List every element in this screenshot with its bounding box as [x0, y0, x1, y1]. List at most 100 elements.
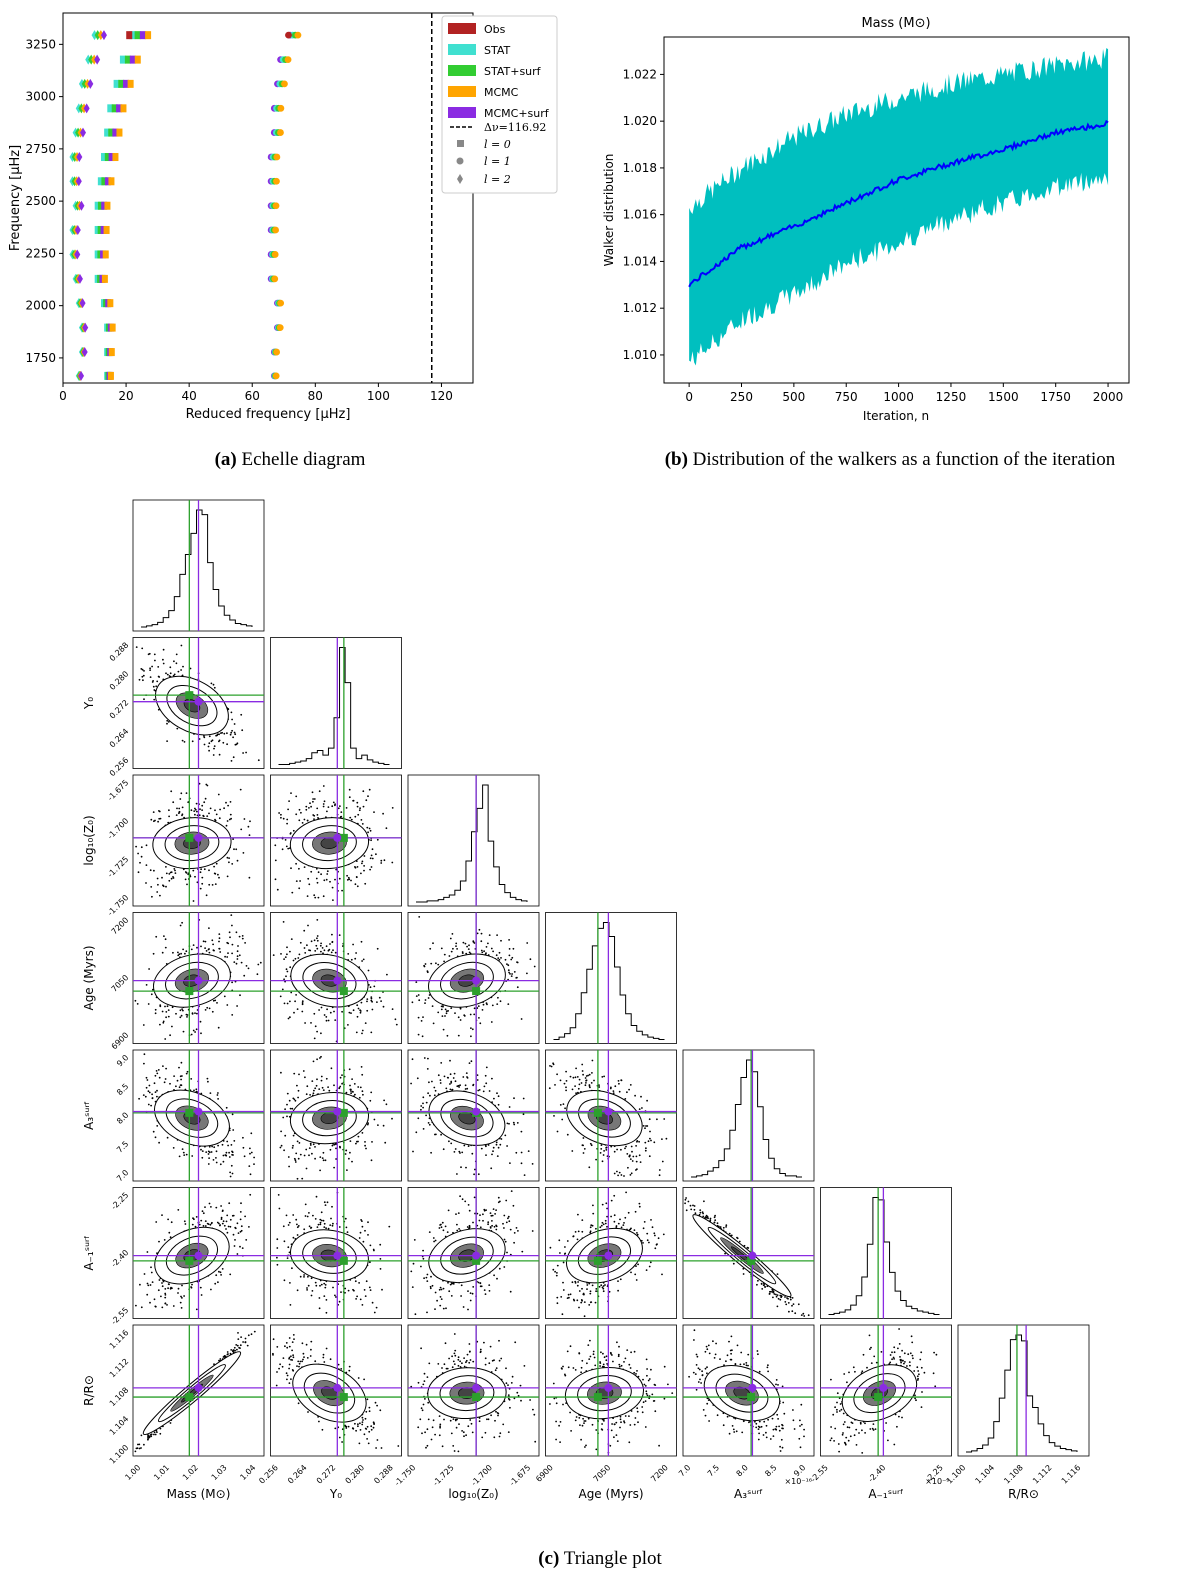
echelle-y-tick-label: 2250: [25, 246, 56, 260]
corner-point: [304, 952, 307, 954]
corner-point: [257, 759, 260, 762]
corner-point: [629, 1084, 632, 1086]
corner-point: [161, 1306, 164, 1309]
corner-point: [231, 1153, 234, 1156]
corner-point: [191, 1223, 194, 1226]
corner-point: [203, 868, 206, 871]
corner-point: [289, 1016, 291, 1019]
corner-histogram: [278, 647, 390, 765]
corner-point: [375, 1306, 378, 1309]
corner-point: [476, 1007, 479, 1009]
echelle-x-tick-label: 60: [245, 389, 260, 403]
corner-point: [239, 1245, 241, 1248]
corner-point: [200, 1032, 202, 1035]
corner-point: [357, 1135, 360, 1138]
corner-point: [247, 825, 250, 828]
corner-point: [355, 1298, 357, 1300]
corner-point: [157, 708, 160, 711]
corner-point: [361, 1032, 363, 1035]
corner-point: [310, 1277, 313, 1280]
corner-point: [496, 1003, 499, 1005]
corner-point: [309, 1144, 312, 1146]
corner-point: [283, 1240, 286, 1243]
corner-point: [199, 887, 202, 890]
corner-point: [306, 895, 309, 897]
corner-point: [437, 1074, 440, 1077]
corner-point: [603, 1150, 605, 1152]
corner-point: [369, 868, 371, 871]
corner-point: [320, 950, 322, 953]
echelle-square-l0: [134, 55, 141, 64]
corner-point: [187, 873, 190, 876]
walker-y-tick-label: 1.010: [623, 348, 657, 362]
corner-point: [497, 1146, 500, 1149]
corner-point: [168, 873, 171, 875]
corner-point: [319, 1218, 322, 1221]
echelle-square-l0: [139, 31, 146, 40]
corner-point: [354, 1280, 357, 1283]
corner-point: [331, 933, 333, 936]
corner-point: [164, 1288, 167, 1290]
corner-point: [507, 964, 510, 967]
corner-point: [149, 1284, 152, 1286]
corner-point: [383, 1099, 385, 1102]
corner-point: [226, 820, 229, 822]
corner-point: [355, 1031, 358, 1034]
corner-point: [503, 1214, 506, 1217]
corner-point: [571, 1088, 574, 1091]
corner-point: [204, 1009, 207, 1011]
corner-point: [156, 1095, 158, 1098]
corner-point: [169, 1236, 172, 1239]
echelle-frame: [62, 12, 474, 384]
corner-point: [297, 1096, 299, 1099]
corner-point: [591, 1072, 593, 1074]
corner-point: [239, 1218, 242, 1221]
corner-point: [285, 975, 287, 978]
corner-point: [470, 1035, 472, 1038]
corner-point: [316, 947, 319, 950]
corner-point: [159, 894, 161, 897]
corner-point: [280, 816, 282, 819]
echelle-diamond-l2: [81, 347, 88, 358]
corner-point: [559, 1079, 562, 1082]
corner-point: [225, 1151, 228, 1154]
echelle-circle-l1: [271, 275, 279, 283]
corner-point: [249, 1193, 252, 1196]
corner-point: [304, 1022, 306, 1024]
corner-point: [231, 1113, 234, 1116]
corner-point: [208, 1151, 211, 1154]
corner-point: [215, 1161, 218, 1164]
corner-point: [563, 1082, 566, 1085]
caption-a-label: (a): [214, 449, 237, 470]
corner-point: [338, 1087, 341, 1090]
corner-point: [356, 805, 359, 808]
corner-point: [617, 1080, 620, 1082]
corner-point: [292, 1134, 295, 1137]
corner-point: [385, 1103, 388, 1106]
corner-point: [613, 1172, 616, 1175]
corner-point: [363, 855, 366, 857]
walker-x-tick-label: 2000: [1093, 390, 1124, 404]
corner-y-axis-label: Y₀: [82, 697, 96, 710]
corner-point: [508, 1106, 511, 1108]
corner-point: [646, 1125, 649, 1127]
corner-point: [361, 960, 363, 962]
corner-point: [351, 1090, 354, 1093]
corner-point: [232, 1214, 235, 1217]
corner-point: [523, 1174, 526, 1176]
corner-point: [168, 1283, 170, 1286]
corner-point: [434, 1239, 437, 1242]
corner-point: [452, 1077, 455, 1079]
corner-point: [210, 1222, 213, 1225]
corner-point: [239, 1211, 242, 1213]
echelle-y-tick-label: 3250: [25, 37, 56, 51]
corner-purple-marker: [194, 833, 203, 842]
corner-point: [320, 1283, 323, 1286]
corner-point: [359, 1011, 362, 1014]
corner-point: [624, 1098, 627, 1100]
corner-point: [504, 958, 507, 961]
corner-point: [208, 749, 211, 752]
corner-green-marker: [185, 987, 194, 996]
corner-point: [382, 1124, 385, 1127]
corner-point: [384, 1141, 387, 1144]
